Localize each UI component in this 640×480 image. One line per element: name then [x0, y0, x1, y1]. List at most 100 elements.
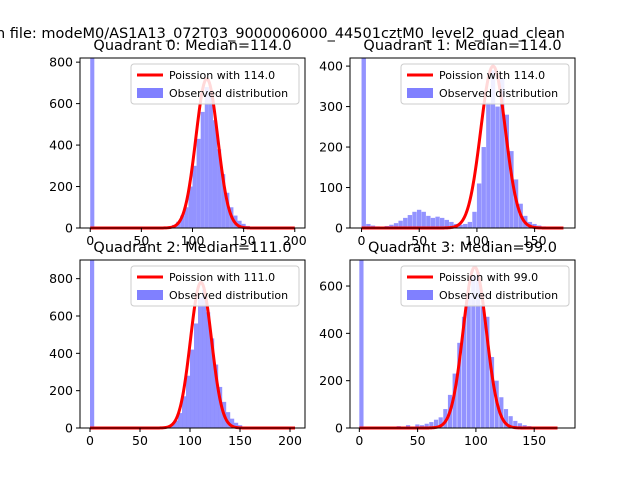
legend-bar-swatch: [137, 290, 163, 300]
histogram-bar: [194, 323, 199, 428]
y-tick-label: 600: [319, 279, 343, 294]
histogram-bar: [90, 58, 95, 228]
histogram-bar: [421, 211, 426, 228]
x-tick-label: 50: [411, 233, 427, 248]
histogram-bar: [359, 260, 364, 428]
histogram-bar: [407, 215, 413, 228]
legend-label: Observed distribution: [439, 87, 558, 100]
histogram-bar: [443, 409, 448, 428]
histogram-bar: [174, 420, 179, 428]
y-tick-label: 0: [335, 221, 343, 236]
histogram-bar: [180, 215, 185, 228]
x-tick-label: 100: [464, 433, 488, 448]
histogram-bar: [509, 151, 514, 228]
histogram-bar: [517, 423, 523, 428]
subplot-grid: Quadrant 0: Median=114.0 0 50 100 150 200 0 200…: [49, 38, 576, 448]
histogram-bar: [188, 186, 193, 228]
histogram-bar: [190, 349, 195, 428]
legend-label: Observed distribution: [169, 289, 288, 302]
histogram-bar: [426, 215, 431, 228]
legend-label: Observed distribution: [439, 289, 558, 302]
y-tick-label: 800: [49, 55, 73, 70]
axes-frame: [349, 259, 576, 429]
histogram-bar: [461, 316, 467, 428]
legend-bar-swatch: [407, 290, 433, 300]
histogram-bar: [221, 174, 226, 228]
subplot-title: Quadrant 2: Median=111.0: [93, 240, 291, 256]
histogram-bar: [393, 223, 399, 228]
histogram-bar: [204, 87, 209, 229]
histogram-bar: [508, 416, 513, 428]
histogram-bar: [444, 219, 449, 228]
histogram-bar: [476, 183, 482, 228]
histogram-bar: [480, 304, 485, 428]
y-tick-label: 100: [319, 180, 343, 195]
legend-box: [130, 265, 300, 307]
y-tick-label: 400: [319, 59, 343, 74]
histogram-bar: [210, 338, 215, 428]
subplot-title: Quadrant 3: Median=99.0: [368, 240, 557, 256]
histogram-bar: [438, 417, 443, 428]
y-tick-label: 400: [49, 346, 73, 361]
histogram-bar: [182, 396, 187, 428]
histogram-bar: [198, 297, 203, 428]
histogram-bar: [186, 375, 191, 428]
legend-box: [400, 63, 570, 105]
histogram-bar: [466, 295, 471, 428]
y-tick-label: 800: [49, 271, 73, 286]
legend-bar-swatch: [407, 88, 433, 98]
histogram-bar: [467, 221, 473, 228]
histogram-bar: [463, 223, 468, 228]
subplot-3: Quadrant 3: Median=99.0 0 50 100 150 0 200 400 6…: [319, 240, 576, 448]
histogram-bar: [440, 217, 445, 228]
y-tick-label: 0: [335, 421, 343, 436]
y-tick-label: 200: [319, 140, 343, 155]
histogram-bar: [196, 138, 201, 228]
legend-label: Poission with 99.0: [439, 271, 538, 284]
subplot-1: Quadrant 1: Median=114.0 0 50 100 150 0 100 200…: [319, 38, 576, 248]
histogram-bar: [202, 289, 207, 428]
x-tick-label: 200: [278, 433, 302, 448]
legend-label: Observed distribution: [169, 87, 288, 100]
x-tick-label: 0: [86, 433, 94, 448]
histogram-bar: [433, 419, 439, 428]
histogram-bar: [241, 223, 246, 228]
y-tick-label: 200: [319, 373, 343, 388]
y-tick-label: 200: [49, 179, 73, 194]
histogram-bar: [214, 364, 219, 428]
x-tick-label: 150: [523, 233, 547, 248]
histogram-bar: [435, 216, 440, 228]
y-tick-label: 200: [49, 383, 73, 398]
histogram-bar: [208, 95, 213, 228]
y-tick-label: 400: [319, 326, 343, 341]
histogram-bar: [504, 114, 509, 228]
histogram-bar: [452, 373, 457, 428]
subplot-0: Quadrant 0: Median=114.0 0 50 100 150 200 0 200…: [49, 38, 307, 248]
x-tick-label: 0: [355, 433, 363, 448]
histogram-bar: [457, 342, 462, 428]
histogram-bar: [490, 70, 496, 229]
y-tick-label: 600: [49, 96, 73, 111]
axes-frame: [79, 259, 306, 429]
y-tick-label: 300: [319, 99, 343, 114]
subplot-2: Quadrant 2: Median=111.0 0 50 100 150 200 0 200…: [49, 240, 306, 448]
x-tick-label: 0: [358, 233, 366, 248]
histogram-bar: [237, 220, 242, 228]
histogram-bar: [412, 211, 417, 228]
x-tick-label: 100: [181, 233, 205, 248]
histogram-bar: [503, 409, 509, 428]
legend-label: Poission with 111.0: [169, 271, 275, 284]
histogram-bar: [489, 357, 495, 428]
subplot-title: Quadrant 1: Median=114.0: [363, 38, 561, 54]
histogram-bar: [500, 78, 505, 228]
x-tick-label: 150: [232, 233, 256, 248]
histogram-bar: [217, 149, 222, 228]
histogram-bar: [486, 102, 491, 228]
histogram-bar: [184, 207, 189, 228]
histogram-bar: [218, 386, 223, 428]
histogram-bar: [389, 224, 394, 228]
histogram-bar: [178, 413, 183, 428]
histogram-bar: [361, 58, 366, 228]
x-tick-label: 100: [178, 433, 202, 448]
